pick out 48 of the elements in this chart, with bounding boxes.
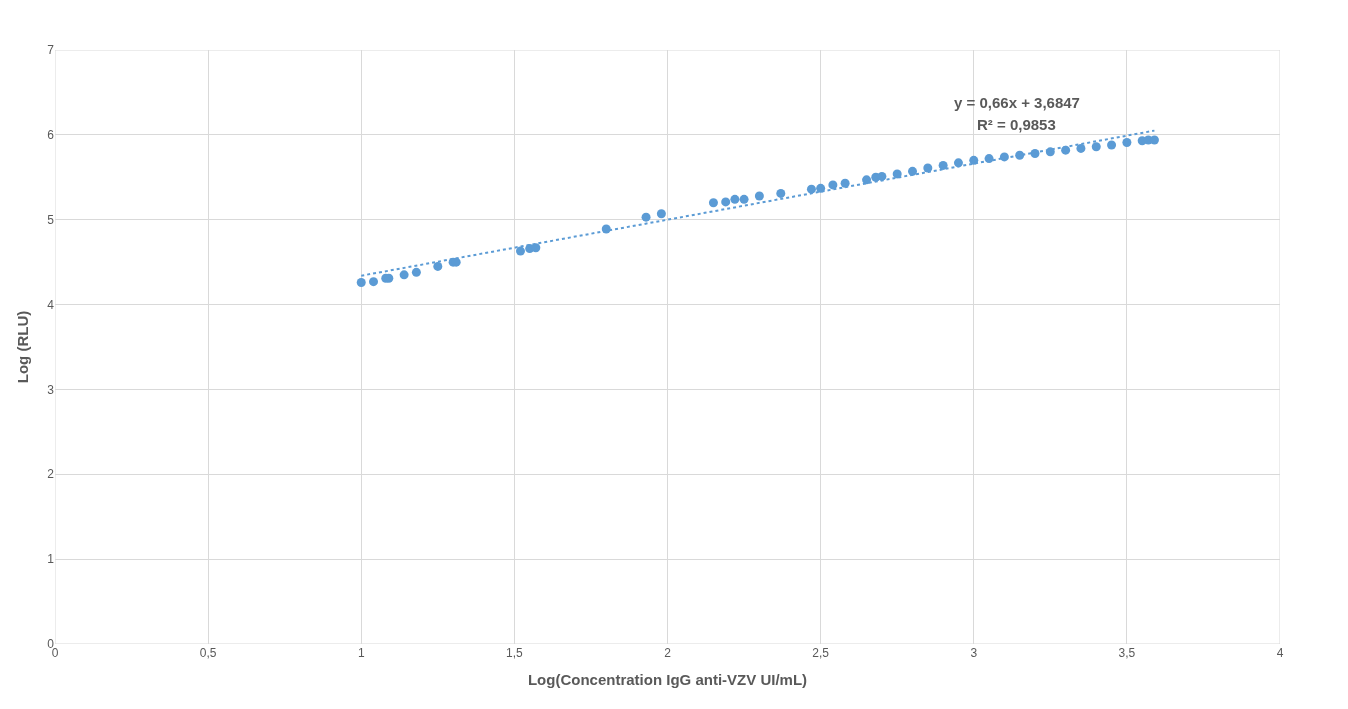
point (1091, 142, 1101, 152)
point (730, 194, 740, 204)
x-tick-label: 4 (1276, 646, 1284, 660)
point (531, 243, 541, 253)
point (641, 212, 651, 222)
y-axis-title: Log (RLU) (13, 310, 31, 384)
point (411, 267, 421, 277)
y-tick-label: 3 (47, 382, 55, 397)
annotation: R² = 0,9853 (977, 116, 1056, 133)
point (754, 191, 764, 201)
point (356, 278, 366, 288)
y-tick-label: 7 (47, 43, 55, 58)
x-tick-label: 2 (664, 646, 672, 660)
y-tick-label: 5 (47, 212, 55, 227)
x-tick-label: 1 (357, 646, 365, 660)
point (776, 188, 786, 198)
point (806, 184, 816, 194)
x-tick-label: 3 (970, 646, 978, 660)
x-tick-label: 3,5 (1118, 646, 1136, 660)
point (721, 197, 731, 207)
y-tick-label: 6 (47, 128, 55, 143)
annotation: y = 0,66x + 3,6847 (954, 94, 1080, 111)
point (708, 198, 718, 208)
x-tick-label: 1,5 (506, 646, 524, 660)
x-axis-title: Log(Concentration IgG anti-VZV UI/mL) (527, 671, 808, 688)
point (862, 175, 872, 185)
point (908, 166, 917, 176)
point (938, 160, 948, 170)
point (739, 194, 749, 204)
point (877, 171, 887, 181)
point (840, 178, 850, 188)
point (923, 163, 933, 173)
y-tick-label: 1 (47, 552, 55, 567)
point (816, 183, 826, 193)
point (828, 180, 838, 190)
x-tick-label: 0,5 (199, 646, 217, 660)
y-tick-label: 2 (47, 467, 55, 482)
point (1076, 143, 1086, 153)
point (516, 246, 525, 256)
point (369, 277, 378, 287)
point (969, 155, 979, 165)
y-tick-label: 4 (47, 297, 55, 312)
point (399, 270, 409, 280)
x-tick-label: 2,5 (812, 646, 830, 660)
point (656, 209, 666, 219)
point (433, 261, 443, 271)
point (1122, 137, 1132, 147)
point (1107, 140, 1117, 150)
